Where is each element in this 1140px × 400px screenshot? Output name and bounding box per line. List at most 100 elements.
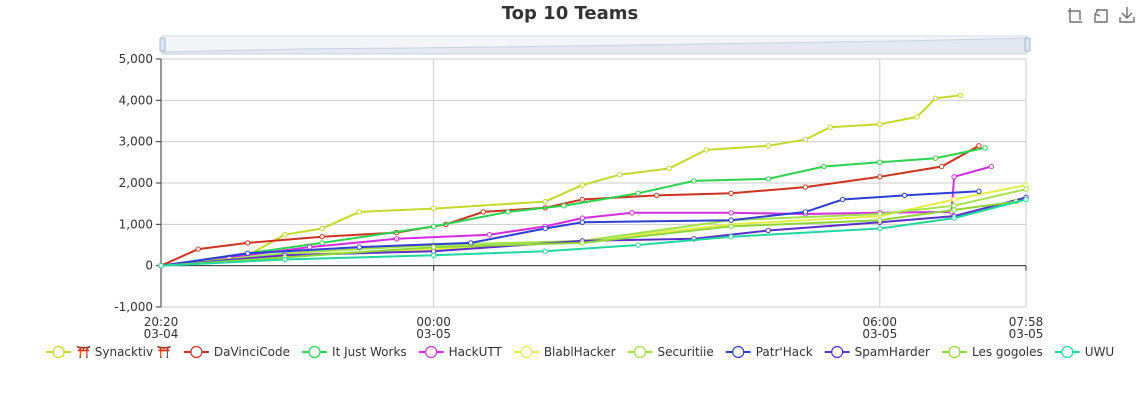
data-point[interactable] (976, 188, 982, 195)
data-point[interactable] (430, 223, 437, 230)
data-point[interactable] (356, 209, 362, 215)
series-line[interactable] (160, 200, 1017, 267)
legend-item[interactable]: UWU (1054, 345, 1114, 359)
data-point[interactable] (932, 95, 939, 102)
data-point[interactable] (957, 92, 963, 99)
data-point[interactable] (932, 155, 939, 161)
data-point[interactable] (877, 121, 883, 128)
data-point[interactable] (635, 190, 641, 197)
legend-item[interactable]: Patr'Hack (725, 345, 813, 359)
data-point[interactable] (877, 159, 883, 166)
data-zoom-slider[interactable] (159, 35, 1031, 55)
data-point[interactable] (282, 256, 288, 263)
y-tick-label: 5,000 (119, 52, 153, 66)
data-point[interactable] (703, 147, 709, 153)
data-point[interactable] (827, 124, 833, 130)
data-point[interactable] (765, 176, 771, 182)
data-point[interactable] (430, 244, 437, 250)
data-point[interactable] (561, 203, 567, 209)
data-point[interactable] (728, 234, 734, 240)
legend-item[interactable]: Securitiie (627, 345, 714, 359)
data-point[interactable] (616, 172, 623, 178)
data-point[interactable] (982, 145, 988, 151)
data-point[interactable] (951, 196, 957, 203)
data-point[interactable] (802, 184, 809, 190)
data-point[interactable] (728, 223, 734, 230)
data-point[interactable] (245, 250, 251, 257)
data-point[interactable] (579, 196, 585, 203)
data-point[interactable] (1023, 186, 1029, 192)
data-point[interactable] (877, 211, 883, 217)
data-point[interactable] (765, 227, 771, 234)
data-point[interactable] (430, 252, 437, 259)
data-point[interactable] (579, 182, 585, 188)
legend-label: ⛩️ Synacktiv ⛩️ (76, 345, 172, 359)
slider-handle-start[interactable] (159, 37, 166, 52)
data-point[interactable] (282, 232, 288, 238)
data-point[interactable] (158, 263, 164, 269)
data-point[interactable] (579, 240, 585, 246)
data-point[interactable] (505, 209, 511, 215)
data-point[interactable] (542, 248, 548, 254)
data-point[interactable] (976, 143, 982, 149)
series-line[interactable] (160, 146, 986, 267)
data-point[interactable] (877, 217, 883, 223)
data-point[interactable] (914, 114, 920, 120)
data-point[interactable] (877, 174, 883, 180)
legend-item[interactable]: HackUTT (418, 345, 503, 359)
data-point[interactable] (356, 244, 362, 250)
data-point[interactable] (802, 209, 809, 215)
data-point[interactable] (480, 209, 486, 215)
data-point[interactable] (307, 244, 313, 250)
data-point[interactable] (430, 205, 437, 212)
x-tick-label: 07:58 (1009, 315, 1044, 329)
y-tick-label: 3,000 (119, 135, 153, 149)
data-point[interactable] (802, 136, 809, 143)
x-tick-date-label: 03-05 (416, 327, 451, 341)
data-point[interactable] (901, 192, 908, 199)
data-point[interactable] (951, 174, 957, 180)
data-point[interactable] (654, 192, 660, 199)
legend-item[interactable]: BlablHacker (513, 345, 616, 359)
series-group (158, 188, 982, 269)
legend-item[interactable]: SpamHarder (824, 345, 930, 359)
data-point[interactable] (542, 198, 548, 205)
zoom-reset-icon[interactable] (1092, 6, 1110, 24)
download-icon[interactable] (1118, 6, 1136, 24)
data-point[interactable] (666, 165, 672, 172)
data-point[interactable] (393, 236, 400, 242)
data-point[interactable] (877, 225, 883, 232)
legend-item[interactable]: It Just Works (302, 345, 407, 359)
data-point[interactable] (951, 207, 957, 213)
data-point[interactable] (728, 217, 734, 223)
data-point[interactable] (1023, 196, 1029, 203)
legend-item[interactable]: DaVinciCode (183, 345, 290, 359)
data-point[interactable] (245, 240, 251, 246)
data-point[interactable] (821, 163, 827, 170)
data-point[interactable] (486, 232, 493, 238)
data-point[interactable] (988, 163, 994, 170)
data-point[interactable] (691, 178, 697, 184)
slider-handle-end[interactable] (1024, 37, 1031, 52)
legend-item[interactable]: ⛩️ Synacktiv ⛩️ (46, 345, 172, 359)
data-point[interactable] (468, 240, 474, 246)
legend-item[interactable]: Les gogoles (941, 345, 1043, 359)
data-point[interactable] (629, 210, 635, 216)
series-line[interactable] (160, 188, 1027, 267)
data-point[interactable] (951, 215, 957, 221)
data-point[interactable] (728, 210, 734, 216)
data-point[interactable] (195, 246, 201, 252)
data-point[interactable] (319, 225, 325, 232)
data-point[interactable] (319, 240, 325, 246)
data-point[interactable] (728, 190, 734, 197)
data-point[interactable] (939, 163, 945, 170)
data-point[interactable] (319, 234, 325, 240)
data-point[interactable] (765, 143, 771, 149)
data-point[interactable] (542, 225, 548, 232)
data-point[interactable] (579, 219, 585, 226)
zoom-select-icon[interactable] (1066, 6, 1084, 24)
series-line[interactable] (160, 94, 961, 267)
data-point[interactable] (839, 196, 846, 203)
data-point[interactable] (635, 242, 641, 248)
series-line[interactable] (160, 196, 1027, 267)
